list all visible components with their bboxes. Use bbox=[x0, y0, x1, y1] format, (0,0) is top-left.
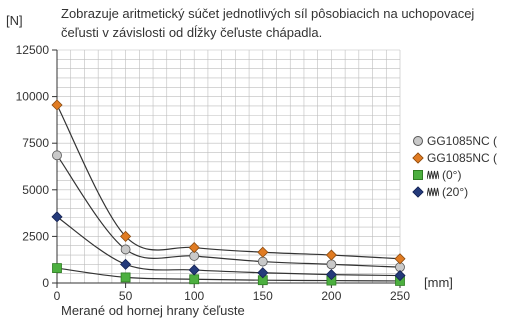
legend-diamond-icon bbox=[412, 186, 424, 198]
x-tick-label: 0 bbox=[54, 289, 61, 303]
data-point-series-0 bbox=[326, 259, 337, 270]
data-point-series-3 bbox=[257, 267, 269, 279]
data-point-series-0 bbox=[120, 244, 131, 255]
data-point-series-0 bbox=[52, 150, 62, 161]
legend-item-20-deg: (20°) bbox=[412, 185, 469, 199]
x-axis-label: Merané od hornej hrany čeľuste bbox=[61, 303, 245, 318]
data-point-series-2 bbox=[189, 274, 200, 285]
data-point-series-1 bbox=[394, 253, 406, 265]
data-point-series-1 bbox=[325, 249, 337, 261]
legend-label: GG1085NC ( bbox=[427, 134, 498, 148]
y-axis-unit: [N] bbox=[6, 13, 23, 28]
y-tick-label: 10000 bbox=[16, 90, 50, 104]
data-point-series-3 bbox=[325, 269, 337, 281]
series-line-3 bbox=[56, 216, 401, 277]
chart-subtitle: čeľusti v závislosti od dĺžky čeľuste ch… bbox=[61, 25, 323, 40]
series-lines bbox=[56, 104, 401, 282]
x-tick-label: 100 bbox=[184, 289, 204, 303]
data-point-series-1 bbox=[51, 99, 63, 111]
x-tick-label: 150 bbox=[253, 289, 273, 303]
legend-item-gg1085nc-diamond: GG1085NC ( bbox=[412, 151, 498, 165]
chart-title: Zobrazuje aritmetický súčet jednotlivých… bbox=[61, 6, 475, 21]
spring-icon bbox=[426, 170, 440, 180]
legend-label: (20°) bbox=[442, 185, 469, 199]
grid bbox=[57, 49, 401, 283]
data-point-series-3 bbox=[188, 264, 200, 276]
y-tick-label: 2500 bbox=[22, 229, 49, 243]
data-point-series-3 bbox=[51, 211, 63, 223]
data-point-series-1 bbox=[120, 230, 132, 242]
data-markers bbox=[51, 99, 406, 286]
legend-item-0-deg: (0°) bbox=[413, 168, 461, 182]
data-point-series-2 bbox=[120, 272, 131, 283]
data-point-series-3 bbox=[394, 269, 406, 282]
x-tick-label: 50 bbox=[119, 289, 133, 303]
data-point-series-2 bbox=[52, 263, 62, 273]
legend-label: (0°) bbox=[442, 168, 462, 182]
legend-square-icon bbox=[413, 170, 423, 180]
y-tick-label: 12500 bbox=[16, 43, 50, 57]
legend-diamond-icon bbox=[412, 152, 424, 164]
series-line-2 bbox=[56, 267, 401, 282]
data-point-series-1 bbox=[188, 242, 200, 254]
x-tick-label: 200 bbox=[321, 289, 341, 303]
legend-item-gg1085nc-circle: GG1085NC ( bbox=[413, 134, 497, 148]
y-tick-label: 7500 bbox=[22, 136, 49, 150]
data-point-series-3 bbox=[120, 258, 132, 270]
x-tick-label: 250 bbox=[390, 289, 410, 303]
legend-circle-icon bbox=[413, 136, 423, 146]
data-point-series-1 bbox=[257, 246, 269, 258]
x-axis-unit: [mm] bbox=[424, 275, 453, 290]
y-tick-label: 0 bbox=[42, 276, 49, 290]
y-tick-label: 5000 bbox=[22, 183, 49, 197]
tick-labels: 0 2500 5000 7500 10000 12500 0 50 100 150 200 250 bbox=[16, 43, 411, 303]
spring-icon bbox=[426, 187, 440, 197]
legend-label: GG1085NC ( bbox=[427, 151, 498, 165]
data-point-series-0 bbox=[257, 256, 268, 267]
series-line-1 bbox=[56, 104, 401, 260]
